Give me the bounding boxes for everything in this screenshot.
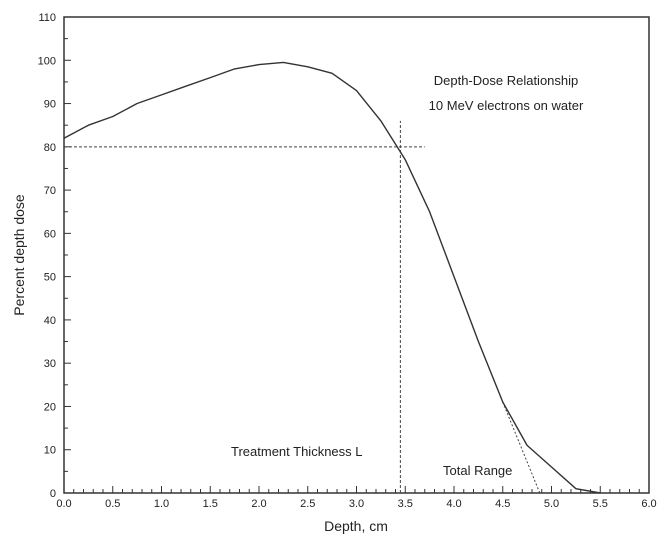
y-tick-label: 40 [44,315,56,327]
depth-dose-curve [63,61,601,494]
y-axis-label: Percent depth dose [11,194,27,316]
x-tick-label: 5.5 [593,498,608,510]
x-tick-label: 2.5 [300,498,315,510]
x-axis-label: Depth, cm [324,518,388,534]
y-tick-label: 10 [44,445,56,457]
y-tick-label: 80 [44,142,56,154]
x-axis-ticks: 0.0 0.5 1.0 1.5 2.0 2.5 3.0 3.5 4.0 4.5 5.0 5.5 6.0 [56,486,657,510]
x-tick-label: 3.5 [398,498,413,510]
y-tick-label: 30 [44,358,56,370]
annotation-total-range: Total Range [443,463,512,478]
annotation-electrons-on-water: 10 MeV electrons on water [429,98,584,113]
y-tick-label: 110 [38,12,56,24]
y-tick-label: 20 [44,401,56,413]
plot-frame [63,16,650,494]
y-tick-label: 60 [44,228,56,240]
x-tick-label: 0.0 [56,498,71,510]
x-tick-label: 4.5 [495,498,510,510]
y-tick-label: 90 [44,99,56,111]
x-tick-label: 0.5 [105,498,120,510]
y-axis-ticks: 0 10 20 30 40 50 60 70 80 90 100 110 [38,12,71,500]
x-tick-label: 6.0 [641,498,656,510]
x-tick-label: 1.5 [203,498,218,510]
y-tick-label: 100 [38,55,56,67]
reference-lines [64,120,541,494]
y-tick-label: 50 [44,272,56,284]
x-tick-label: 2.0 [251,498,266,510]
y-tick-label: 0 [50,488,56,500]
data-series [63,61,601,494]
y-tick-label: 70 [44,185,56,197]
x-tick-label: 1.0 [154,498,169,510]
annotation-depth-dose-relationship: Depth-Dose Relationship [434,73,579,88]
x-tick-label: 3.0 [349,498,364,510]
annotation-treatment-thickness: Treatment Thickness L [231,444,363,459]
total-range-tangent-line [502,401,541,494]
x-tick-label: 5.0 [544,498,559,510]
x-tick-label: 4.0 [446,498,461,510]
